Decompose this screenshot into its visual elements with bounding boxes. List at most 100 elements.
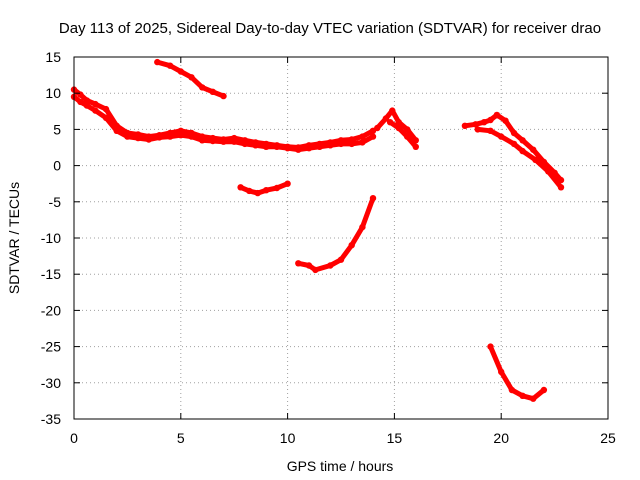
data-point xyxy=(404,126,411,133)
data-point xyxy=(530,146,537,153)
data-point xyxy=(474,126,481,133)
data-point xyxy=(209,88,216,96)
data-point xyxy=(510,140,518,148)
data-point xyxy=(77,91,84,98)
data-point xyxy=(124,133,131,140)
data-point xyxy=(241,140,249,148)
data-point xyxy=(273,184,281,192)
y-axis-label: SDTVAR / TECUs xyxy=(6,182,22,294)
data-point xyxy=(177,127,184,134)
data-point xyxy=(519,147,526,155)
data-point xyxy=(461,122,469,129)
data-series-group xyxy=(70,58,565,402)
data-point xyxy=(395,124,402,132)
data-point xyxy=(199,84,206,91)
data-point xyxy=(480,119,488,126)
data-point xyxy=(237,184,244,191)
data-point xyxy=(92,107,99,114)
data-point xyxy=(348,140,355,148)
data-point xyxy=(404,133,411,140)
y-tick-label: 15 xyxy=(45,49,61,65)
data-point xyxy=(348,242,355,249)
x-tick-label: 15 xyxy=(387,430,403,446)
data-point xyxy=(273,143,281,150)
y-tick-label: -30 xyxy=(41,375,61,391)
data-point xyxy=(295,146,302,153)
data-point xyxy=(386,119,394,126)
data-point xyxy=(102,114,110,122)
data-point xyxy=(327,262,334,269)
data-point xyxy=(359,139,366,146)
data-point xyxy=(382,115,390,122)
data-point xyxy=(154,58,161,66)
data-point xyxy=(530,395,537,402)
data-point xyxy=(263,143,270,150)
data-point xyxy=(252,142,259,149)
data-point xyxy=(92,100,99,108)
data-point xyxy=(557,184,565,191)
data-point xyxy=(540,386,548,394)
data-point xyxy=(359,133,366,140)
data-point xyxy=(412,143,419,150)
data-point xyxy=(359,223,366,231)
data-point xyxy=(220,92,227,100)
y-tick-label: 5 xyxy=(53,121,61,137)
data-point xyxy=(337,140,345,148)
y-tick-label: -20 xyxy=(41,302,61,318)
data-point xyxy=(498,368,505,376)
data-point xyxy=(295,260,302,267)
data-point xyxy=(246,187,253,195)
data-point xyxy=(316,143,323,150)
data-point xyxy=(83,102,91,109)
data-point xyxy=(510,129,518,137)
y-tick-label: -35 xyxy=(41,411,61,427)
data-point xyxy=(348,136,355,143)
data-point xyxy=(312,266,319,274)
data-point xyxy=(188,74,195,81)
data-point xyxy=(487,116,494,124)
data-point xyxy=(166,62,174,69)
y-tick-label: -5 xyxy=(49,194,62,210)
data-point xyxy=(487,343,494,350)
x-tick-label: 10 xyxy=(280,430,296,446)
y-tick-label: 10 xyxy=(45,85,61,101)
data-point xyxy=(374,124,381,132)
data-point xyxy=(519,137,526,144)
data-point xyxy=(487,127,494,134)
data-point xyxy=(134,134,142,142)
data-point xyxy=(166,133,174,140)
data-point xyxy=(498,133,505,140)
data-point xyxy=(188,133,195,140)
data-point xyxy=(472,121,479,128)
data-point xyxy=(508,386,516,394)
data-point xyxy=(145,136,152,143)
x-tick-label: 5 xyxy=(177,430,185,446)
axis-ticks: 0 5 10 15 20 25 15 10 5 0 -5 -10 -15 -20 -25 -30 -35 xyxy=(41,49,616,446)
data-point xyxy=(263,187,270,194)
data-point xyxy=(389,107,396,114)
data-point xyxy=(545,168,552,175)
data-point xyxy=(199,137,206,144)
data-point xyxy=(209,137,216,145)
data-point xyxy=(254,189,261,197)
x-tick-label: 20 xyxy=(493,430,509,446)
data-point xyxy=(177,132,184,139)
y-tick-label: -25 xyxy=(41,339,61,355)
data-point xyxy=(502,117,509,124)
data-point xyxy=(519,392,526,399)
data-point xyxy=(337,256,345,263)
data-point xyxy=(369,133,377,140)
data-point xyxy=(284,145,291,152)
data-point xyxy=(327,142,334,149)
data-point xyxy=(102,105,110,113)
data-point xyxy=(284,180,291,187)
data-point xyxy=(305,145,313,152)
x-axis-label: GPS time / hours xyxy=(287,458,394,474)
y-tick-label: -15 xyxy=(41,266,61,282)
chart-title: Day 113 of 2025, Sidereal Day-to-day VTE… xyxy=(59,20,601,37)
x-tick-label: 25 xyxy=(600,430,616,446)
y-tick-label: 0 xyxy=(53,158,61,174)
y-tick-label: -10 xyxy=(41,230,61,246)
